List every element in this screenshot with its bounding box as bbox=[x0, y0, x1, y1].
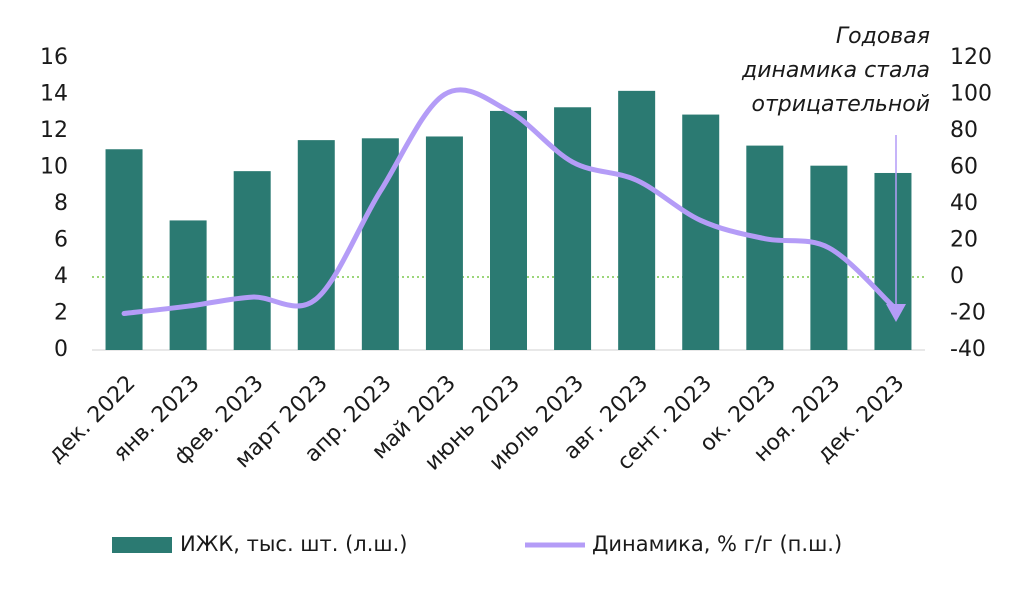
y2-tick-label: 40 bbox=[950, 191, 978, 216]
bar bbox=[425, 136, 463, 350]
line bbox=[121, 87, 896, 316]
bar bbox=[297, 140, 335, 350]
y-tick-label: 4 bbox=[54, 264, 68, 289]
bar bbox=[105, 149, 143, 350]
y-tick-label: 12 bbox=[40, 118, 68, 143]
annotation: Годовая bbox=[836, 24, 930, 49]
y-tick-label: 6 bbox=[54, 228, 68, 253]
y2-tick-label: -40 bbox=[950, 337, 986, 362]
y-tick-label: 16 bbox=[40, 45, 68, 70]
y2-tick-label: 20 bbox=[950, 228, 978, 253]
y2-tick-label: 60 bbox=[950, 155, 978, 180]
legend-swatch bbox=[112, 537, 172, 553]
bar bbox=[554, 107, 592, 351]
bar bbox=[746, 145, 784, 350]
y2-tick-label: 120 bbox=[950, 45, 992, 70]
y2-tick-label: 0 bbox=[950, 264, 964, 289]
legend-label: Динамика, % г/г (п.ш.) bbox=[592, 532, 842, 556]
annotation-arrowhead bbox=[886, 304, 906, 322]
bar bbox=[618, 90, 656, 350]
annotation: динамика стала bbox=[741, 58, 930, 83]
annotation: отрицательной bbox=[751, 92, 930, 117]
y-tick-label: 2 bbox=[54, 301, 68, 326]
bar bbox=[682, 114, 720, 350]
y-tick-label: 8 bbox=[54, 191, 68, 216]
bar bbox=[233, 171, 271, 350]
y-tick-label: 0 bbox=[54, 337, 68, 362]
y2-tick-label: -20 bbox=[950, 301, 986, 326]
y2-tick-label: 80 bbox=[950, 118, 978, 143]
y2-tick-label: 100 bbox=[950, 82, 992, 107]
legend-label: ИЖК, тыс. шт. (л.ш.) bbox=[180, 532, 407, 556]
bar bbox=[490, 110, 527, 350]
y-tick-label: 10 bbox=[40, 155, 68, 180]
bar bbox=[874, 172, 912, 350]
bar bbox=[169, 220, 207, 350]
y-tick-label: 14 bbox=[40, 82, 68, 107]
